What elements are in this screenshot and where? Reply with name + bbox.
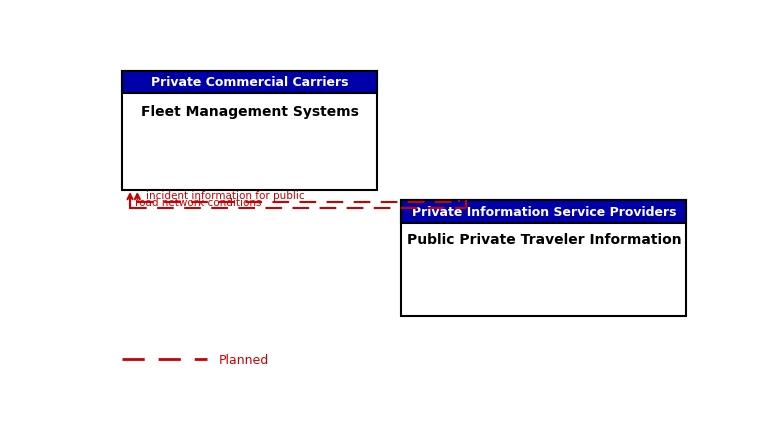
Text: road network conditions: road network conditions [135,197,262,207]
Text: incident information for public: incident information for public [146,190,305,200]
Text: Private Commercial Carriers: Private Commercial Carriers [151,76,348,89]
Bar [402,200,687,316]
Text: Private Information Service Providers: Private Information Service Providers [412,206,677,218]
Text: Planned: Planned [219,353,269,366]
Bar [122,71,377,94]
Text: Fleet Management Systems: Fleet Management Systems [141,104,359,118]
Bar [402,200,687,223]
Text: Public Private Traveler Information: Public Private Traveler Information [406,233,681,247]
Bar [122,71,377,190]
